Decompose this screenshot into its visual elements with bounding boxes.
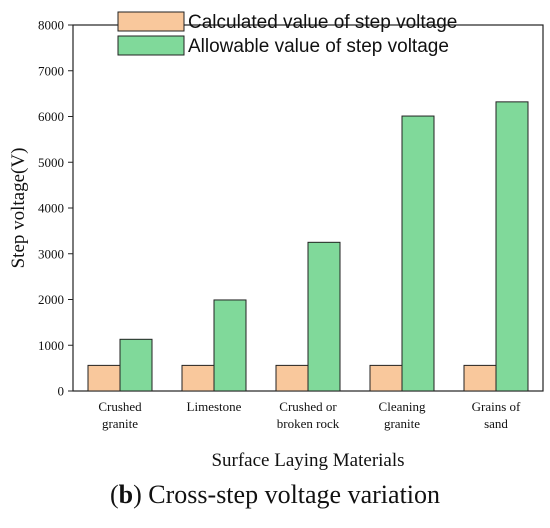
- x-tick-label-line: Cleaning: [379, 399, 426, 414]
- x-tick-label: Crushed or broken rock: [277, 399, 340, 431]
- legend-label: Calculated value of step voltage: [188, 12, 457, 33]
- x-tick-label-line: granite: [384, 416, 420, 431]
- y-tick-label: 7000: [38, 63, 64, 78]
- y-tick-label: 5000: [38, 155, 64, 170]
- x-tick-label-line: Crushed or: [279, 399, 337, 414]
- bar-chart: 0 1000 2000 3000 4000 5000 6000 7000 8000 Crushe…: [8, 11, 544, 471]
- caption-text: Cross-step voltage variation: [141, 480, 441, 509]
- legend-label: Allowable value of step voltage: [188, 36, 449, 57]
- allowable-bar: [495, 101, 529, 392]
- x-tick-label: Cleaning granite: [379, 399, 426, 431]
- y-tick-label: 0: [58, 384, 65, 399]
- x-tick-label: Crushed granite: [98, 399, 142, 431]
- bars: [87, 101, 529, 392]
- allowable-bar: [307, 241, 341, 392]
- x-tick-label-line: Limestone: [187, 399, 242, 414]
- allowable-bar: [401, 115, 435, 392]
- calculated-bar: [87, 364, 121, 392]
- x-tick-label-line: granite: [102, 416, 138, 431]
- calculated-bar: [463, 364, 497, 392]
- calculated-bar: [369, 364, 403, 392]
- x-tick-label-line: Crushed: [98, 399, 142, 414]
- x-tick-label-line: Grains of: [472, 399, 521, 414]
- y-tick-label: 8000: [38, 18, 64, 33]
- y-tick-label: 2000: [38, 292, 64, 307]
- caption-letter: b: [118, 480, 134, 509]
- y-axis: 0 1000 2000 3000 4000 5000 6000 7000 8000: [38, 18, 73, 399]
- y-tick-label: 4000: [38, 201, 64, 216]
- x-tick-label: Grains of sand: [472, 399, 521, 431]
- calculated-bar: [275, 364, 309, 392]
- legend-swatch: [117, 35, 185, 56]
- y-tick-label: 1000: [38, 338, 64, 353]
- figure-caption: (b) Cross-step voltage variation: [109, 480, 441, 509]
- x-tick-label-line: broken rock: [277, 416, 340, 431]
- allowable-bar: [213, 299, 247, 392]
- x-tick-label: Limestone: [187, 399, 242, 414]
- y-tick-label: 3000: [38, 246, 64, 261]
- y-axis-label: Step voltage(V): [8, 148, 29, 269]
- x-axis: Crushed granite Limestone Crushed or broken …: [98, 399, 521, 431]
- legend-swatch: [117, 11, 185, 32]
- x-axis-label: Surface Laying Materials: [211, 450, 404, 471]
- allowable-bar: [119, 338, 153, 392]
- x-tick-label-line: sand: [484, 416, 508, 431]
- calculated-bar: [181, 364, 215, 392]
- y-tick-label: 6000: [38, 109, 64, 124]
- legend: Calculated value of step voltage Allowabl…: [117, 11, 457, 57]
